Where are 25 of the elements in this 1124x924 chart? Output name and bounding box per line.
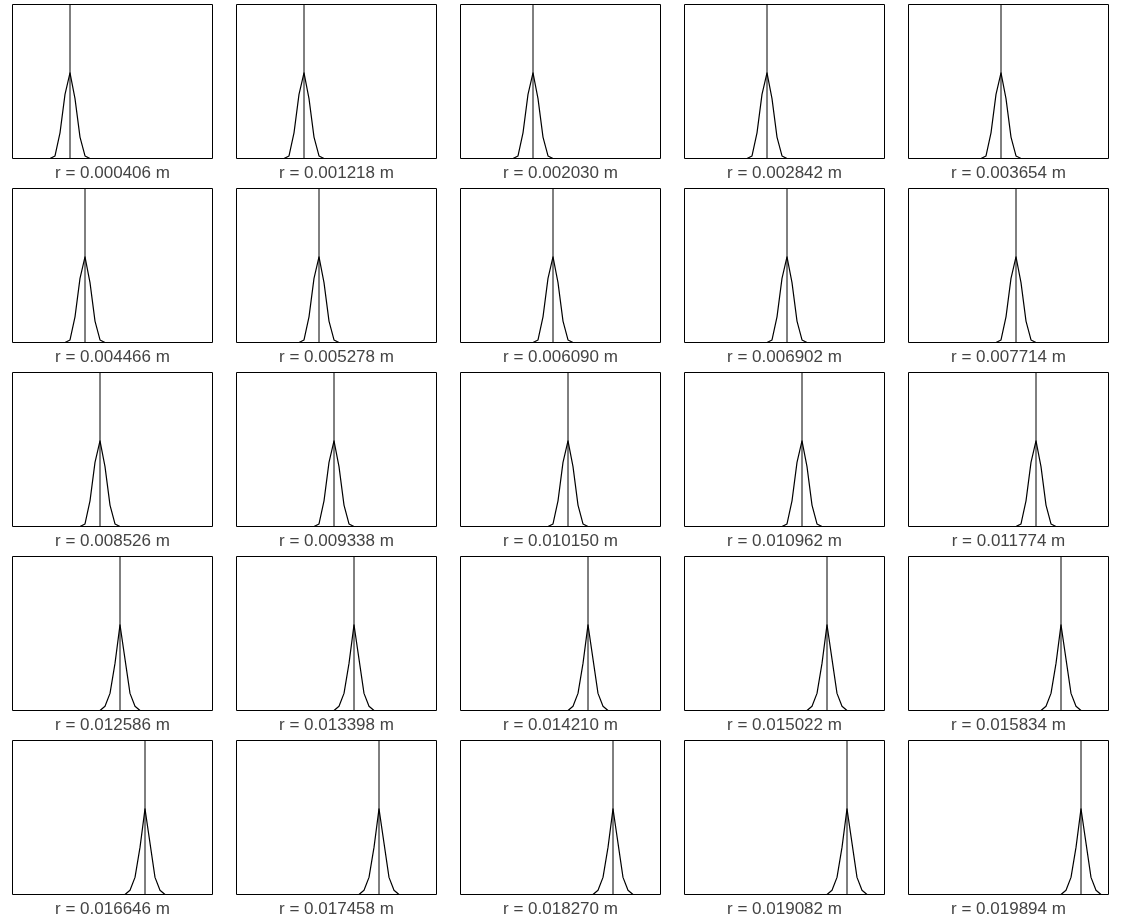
x-axis-title: r = 0.007714 m [951, 346, 1066, 366]
x-axis-title: r = 0.013398 m [279, 714, 394, 734]
x-axis-title: r = 0.015022 m [727, 714, 842, 734]
x-axis-title: r = 0.018270 m [503, 898, 618, 918]
x-axis-title: r = 0.017458 m [279, 898, 394, 918]
x-axis-title: r = 0.014210 m [503, 714, 618, 734]
x-axis-title: r = 0.006090 m [503, 346, 618, 366]
x-axis-title: r = 0.004466 m [55, 346, 170, 366]
x-axis-title: r = 0.016646 m [55, 898, 170, 918]
x-axis-title: r = 0.010150 m [503, 530, 618, 550]
x-axis-title: r = 0.003654 m [951, 162, 1066, 182]
x-axis-title: r = 0.002842 m [727, 162, 842, 182]
x-axis-title: r = 0.000406 m [55, 162, 170, 182]
x-axis-title: r = 0.019082 m [727, 898, 842, 918]
x-axis-title: r = 0.006902 m [727, 346, 842, 366]
x-axis-title: r = 0.002030 m [503, 162, 618, 182]
x-axis-title: r = 0.012586 m [55, 714, 170, 734]
x-axis-title: r = 0.005278 m [279, 346, 394, 366]
x-axis-title: r = 0.008526 m [55, 530, 170, 550]
x-axis-title: r = 0.009338 m [279, 530, 394, 550]
x-axis-title: r = 0.011774 m [951, 530, 1066, 550]
x-axis-title: r = 0.001218 m [279, 162, 394, 182]
x-axis-title: r = 0.019894 m [951, 898, 1066, 918]
x-axis-title: r = 0.010962 m [727, 530, 842, 550]
x-axis-title: r = 0.015834 m [951, 714, 1066, 734]
